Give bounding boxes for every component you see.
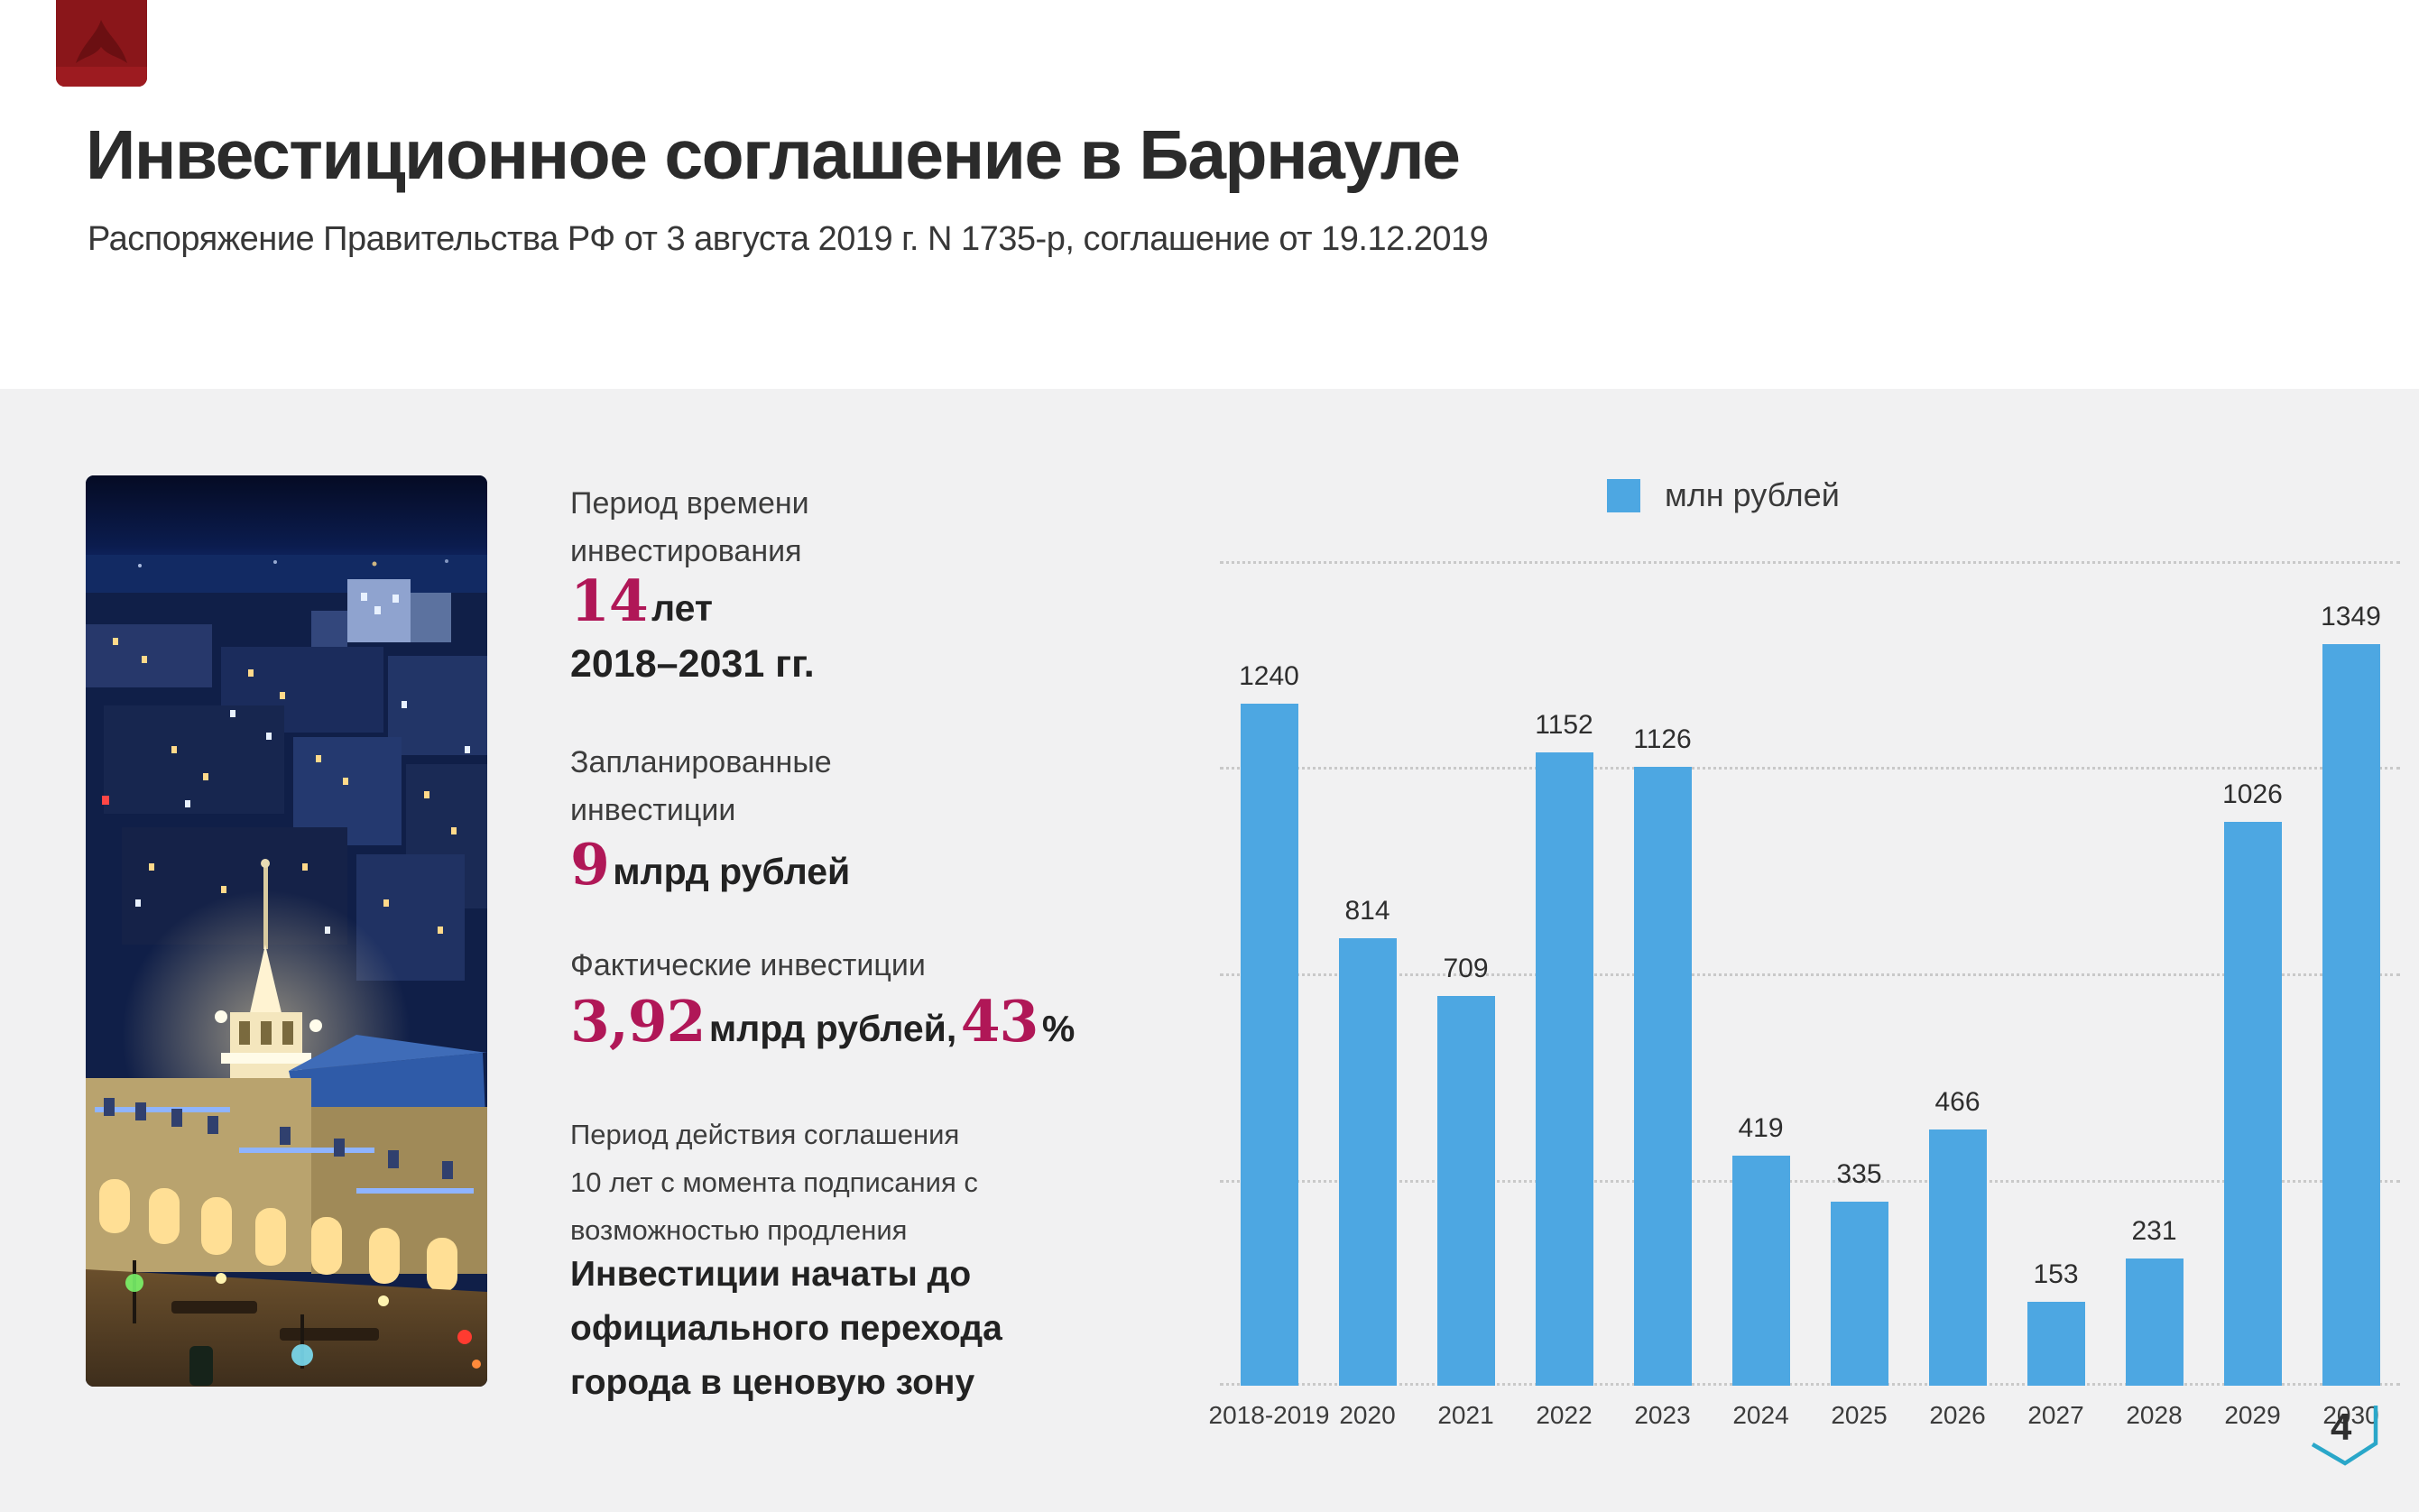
bar-value-label: 335 — [1836, 1158, 1882, 1189]
gridline-1500 — [1220, 561, 2400, 564]
page-subtitle: Распоряжение Правительства РФ от 3 авгус… — [88, 220, 1489, 258]
chart-bars: 1240 2018-2019 814 2020 709 2021 1152 2022 1126 2… — [1209, 561, 2400, 1429]
x-axis-label: 2028 — [2126, 1401, 2183, 1429]
bar — [2223, 821, 2282, 1386]
x-axis-label: 2026 — [1929, 1401, 1986, 1429]
planned-value-number: 9 — [570, 831, 610, 898]
x-axis-label: 2025 — [1831, 1401, 1888, 1429]
logo-flame-icon — [56, 0, 147, 87]
page-number: 4 — [2331, 1406, 2352, 1448]
bar-value-label: 1152 — [1535, 710, 1593, 740]
actual-value: 3,92 млрд рублей, 43 % — [570, 993, 1075, 1050]
actual-percent-number: 43 — [960, 988, 1039, 1055]
actual-value-number: 3,92 — [570, 988, 706, 1055]
company-logo — [56, 0, 147, 87]
bar-group: 1126 2023 — [1613, 561, 1712, 1429]
bar — [1535, 752, 1593, 1386]
x-axis-label: 2022 — [1536, 1401, 1593, 1429]
gridline-750 — [1220, 973, 2400, 976]
investment-start-note: Инвестиции начаты до официального перехо… — [570, 1255, 1002, 1402]
bar — [1240, 704, 1298, 1386]
bar — [1633, 766, 1692, 1386]
bar-value-label: 231 — [2131, 1216, 2177, 1247]
content-panel: Период времени инвестирования 14 лет 201… — [0, 389, 2419, 1512]
x-axis-label: 2030 — [2322, 1401, 2379, 1429]
x-axis-label: 2021 — [1437, 1401, 1494, 1429]
actual-label: Фактические инвестиции — [570, 948, 926, 982]
bar — [1436, 996, 1495, 1386]
bar — [1338, 938, 1397, 1386]
x-axis-label: 2027 — [2027, 1401, 2084, 1429]
city-photo — [86, 475, 487, 1387]
bar-value-label: 466 — [1934, 1087, 1980, 1118]
bar — [2322, 644, 2380, 1386]
chart-legend: млн рублей — [1607, 476, 1840, 513]
bar-group: 231 2028 — [2105, 561, 2203, 1429]
page-corner: 4 — [2306, 1397, 2384, 1472]
legend-swatch-icon — [1607, 478, 1640, 512]
bar-value-label: 1026 — [2222, 779, 2283, 809]
bar-group: 1349 2030 — [2302, 561, 2400, 1429]
actual-percent-unit: % — [1041, 1008, 1076, 1049]
bar-group: 419 2024 — [1712, 561, 1810, 1429]
x-axis-label: 2020 — [1339, 1401, 1396, 1429]
bar-group: 335 2025 — [1810, 561, 1908, 1429]
bar-group: 1152 2022 — [1515, 561, 1613, 1429]
chart-plot: 1240 2018-2019 814 2020 709 2021 1152 2022 1126 2… — [1209, 561, 2400, 1429]
gridline-baseline — [1220, 1383, 2400, 1386]
bar-value-label: 419 — [1738, 1112, 1784, 1143]
bar — [1830, 1201, 1888, 1386]
bar-group: 814 2020 — [1318, 561, 1417, 1429]
period-value-unit: лет — [651, 587, 713, 629]
gridline-1125 — [1220, 767, 2400, 770]
bar — [1928, 1129, 1987, 1386]
planned-value-unit: млрд рублей — [613, 851, 851, 892]
bar-value-label: 153 — [2033, 1258, 2079, 1289]
x-axis-label: 2023 — [1634, 1401, 1691, 1429]
bar-group: 466 2026 — [1908, 561, 2007, 1429]
bar-value-label: 1349 — [2321, 602, 2381, 632]
bar-value-label: 814 — [1344, 896, 1390, 926]
page-title: Инвестиционное соглашение в Барнауле — [86, 116, 1461, 194]
bar — [1731, 1155, 1790, 1386]
city-photo-image — [86, 475, 487, 1387]
bar-group: 153 2027 — [2007, 561, 2105, 1429]
actual-value-unit: млрд рублей, — [708, 1008, 957, 1049]
legend-label: млн рублей — [1665, 476, 1840, 513]
investments-bar-chart: млн рублей 1240 2018-2019 814 2020 709 2021 11… — [1209, 389, 2400, 1512]
bar-value-label: 709 — [1443, 954, 1489, 983]
x-axis-label: 2029 — [2224, 1401, 2281, 1429]
period-value: 14 лет — [570, 573, 713, 630]
bar — [2027, 1301, 2085, 1386]
period-range: 2018–2031 гг. — [570, 642, 815, 686]
page-corner-chevron-icon — [2311, 1406, 2378, 1466]
period-label: Период времени инвестирования — [570, 486, 809, 568]
agreement-note: Период действия соглашения 10 лет с моме… — [570, 1119, 978, 1246]
bar-group: 1026 2029 — [2203, 561, 2302, 1429]
bar-group: 1240 2018-2019 — [1209, 561, 1330, 1429]
bar-value-label: 1126 — [1633, 724, 1692, 754]
bar-value-label: 1240 — [1239, 661, 1299, 692]
x-axis-label: 2018-2019 — [1208, 1401, 1330, 1429]
period-value-number: 14 — [570, 567, 649, 634]
bar-group: 709 2021 — [1417, 561, 1515, 1429]
bar — [2125, 1258, 2184, 1386]
planned-value: 9 млрд рублей — [570, 836, 850, 893]
planned-label: Запланированные инвестиции — [570, 745, 832, 827]
x-axis-label: 2024 — [1732, 1401, 1789, 1429]
gridline-375 — [1220, 1180, 2400, 1183]
